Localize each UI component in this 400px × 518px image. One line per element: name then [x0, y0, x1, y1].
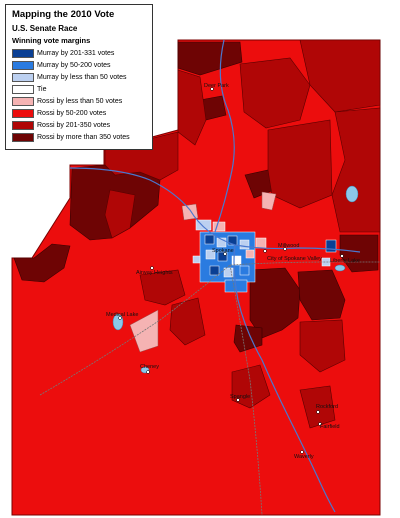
legend-swatch	[12, 133, 34, 142]
legend-swatch	[12, 49, 34, 58]
place-label-fairfield: Fairfield	[320, 424, 340, 430]
legend-title: Mapping the 2010 Vote	[12, 9, 115, 20]
legend-swatch	[12, 109, 34, 118]
legend-item-label: Rossi by 50-200 votes	[37, 110, 107, 117]
legend-swatch	[12, 85, 34, 94]
legend-swatch	[12, 73, 34, 82]
legend-item: Rossi by 201-350 votes	[12, 120, 147, 131]
legend-item: Tie	[12, 84, 147, 95]
place-label-deer-park: Deer Park	[204, 83, 229, 89]
legend-swatch	[12, 61, 34, 70]
place-label-millwood: Millwood	[278, 243, 299, 249]
rossi-under-50-regions	[129, 191, 277, 353]
map-legend: Mapping the 2010 Vote U.S. Senate Race W…	[5, 4, 153, 150]
place-label-liberty-lake: Liberty Lake	[330, 258, 360, 264]
legend-item-label: Murray by less than 50 votes	[37, 74, 127, 81]
place-label-spokane-valley: City of Spokane Valley	[267, 256, 322, 262]
place-label-rockford: Rockford	[316, 404, 338, 410]
legend-item: Rossi by less than 50 votes	[12, 96, 147, 107]
highways	[39, 261, 380, 516]
legend-item: Rossi by more than 350 votes	[12, 132, 147, 143]
rivers	[69, 39, 361, 513]
rossi-350-plus-regions	[13, 41, 379, 353]
legend-item-label: Murray by 50-200 votes	[37, 62, 111, 69]
legend-heading: Winning vote margins	[12, 36, 91, 45]
legend-rows: Murray by 201-331 votes Murray by 50-200 …	[12, 48, 147, 143]
legend-item-label: Rossi by more than 350 votes	[37, 134, 130, 141]
legend-item: Murray by 50-200 votes	[12, 60, 147, 71]
place-label-spangle: Spangle	[230, 394, 250, 400]
legend-item: Murray by 201-331 votes	[12, 48, 147, 59]
legend-swatch	[12, 121, 34, 130]
rossi-201-350-regions	[104, 39, 381, 429]
legend-subtitle: U.S. Senate Race	[12, 24, 78, 33]
place-label-medical-lake: Medical Lake	[106, 312, 138, 318]
legend-swatch	[12, 97, 34, 106]
legend-item-label: Rossi by less than 50 votes	[37, 98, 123, 105]
legend-item: Murray by less than 50 votes	[12, 72, 147, 83]
legend-item-label: Murray by 201-331 votes	[37, 50, 115, 57]
place-markers	[118, 87, 344, 454]
legend-item: Rossi by 50-200 votes	[12, 108, 147, 119]
legend-item-label: Tie	[37, 86, 47, 93]
place-label-airway-heights: Airway Heights	[136, 270, 173, 276]
place-label-waverly: Waverly	[294, 454, 314, 460]
spokane-city-precincts	[192, 219, 337, 293]
place-labels: Deer Park Spokane City of Spokane Valley…	[106, 83, 360, 460]
place-label-spokane: Spokane	[212, 248, 234, 254]
place-label-cheney: Cheney	[140, 364, 159, 370]
legend-item-label: Rossi by 201-350 votes	[37, 122, 111, 129]
